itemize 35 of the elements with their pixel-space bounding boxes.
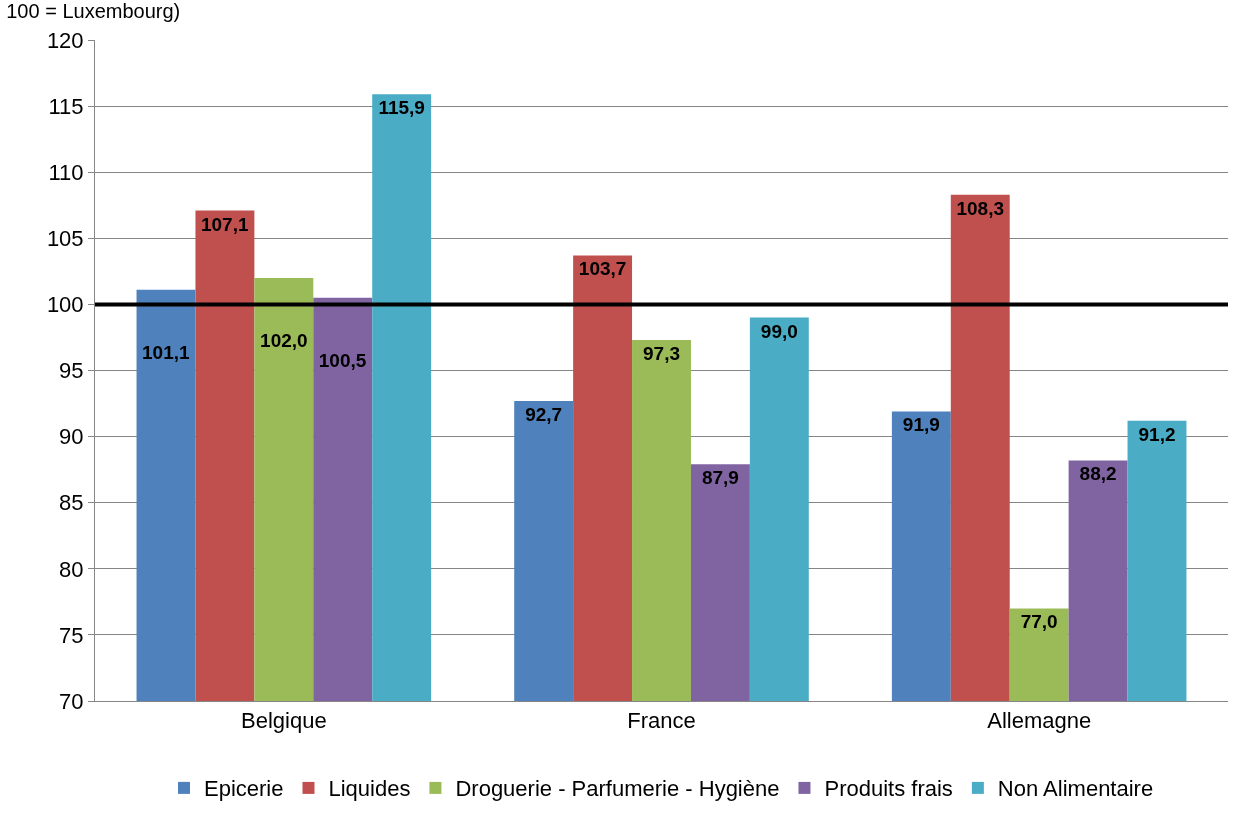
data-label: 91,9 [902,414,940,436]
legend-label: Liquides [328,776,411,802]
y-tick-label: 115 [48,93,84,119]
chart-title: 100 = Luxembourg) [6,0,181,23]
y-tick-label: 95 [59,358,84,384]
data-label: 102,0 [260,330,308,352]
data-label: 77,0 [1020,611,1058,633]
y-tick-label: 90 [59,424,84,450]
x-tick-label: Allemagne [987,708,1092,734]
legend-label: Droguerie - Parfumerie - Hygiène [455,776,780,802]
data-label: 103,7 [578,258,627,280]
y-tick-label: 75 [59,622,84,648]
x-tick-label: Belgique [241,708,327,734]
y-tick-label: 80 [59,556,84,582]
legend-label: Non Alimentaire [997,776,1154,802]
y-tick-label: 110 [48,159,84,185]
data-label: 97,3 [643,343,680,365]
data-label: 91,2 [1138,423,1176,445]
data-label: 101,1 [142,342,190,364]
data-label: 87,9 [701,467,739,489]
data-label: 100,5 [318,350,367,372]
data-label: 108,3 [956,197,1005,219]
data-label: 115,9 [378,97,425,119]
data-label: 107,1 [200,213,249,235]
data-label: 99,0 [760,320,798,342]
y-tick-label: 85 [59,490,84,516]
y-tick-label: 120 [46,27,84,53]
y-tick-label: 105 [46,226,84,251]
data-label: 88,2 [1079,463,1117,485]
legend-label: Produits frais [824,776,953,802]
y-tick-label: 100 [46,292,84,318]
y-tick-label: 70 [59,688,84,714]
legend-label: Epicerie [204,776,284,802]
x-tick-label: France [627,708,696,734]
data-label: 92,7 [525,403,563,425]
